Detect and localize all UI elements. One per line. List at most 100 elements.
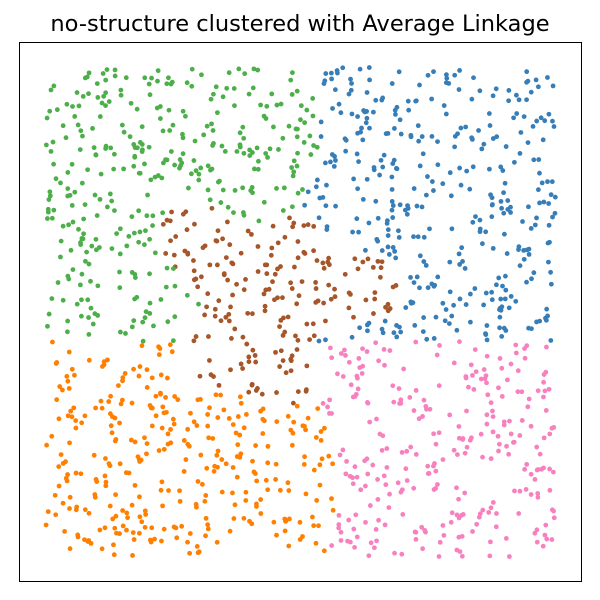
cluster-blue-point xyxy=(364,90,370,95)
cluster-green-point xyxy=(166,107,172,113)
cluster-pink-point xyxy=(504,377,510,383)
cluster-green-point xyxy=(208,167,213,173)
cluster-pink-point xyxy=(398,489,404,495)
cluster-blue-point xyxy=(508,293,514,299)
cluster-pink-point xyxy=(391,399,397,405)
cluster-green-point xyxy=(155,78,160,84)
cluster-green-point xyxy=(81,216,87,222)
cluster-orange-point xyxy=(238,400,244,406)
cluster-pink-point xyxy=(506,554,512,559)
cluster-blue-point xyxy=(425,285,431,291)
cluster-orange-point xyxy=(191,419,197,425)
cluster-pink-point xyxy=(499,365,505,371)
cluster-brown-point xyxy=(346,305,352,311)
cluster-orange-point xyxy=(106,399,112,404)
cluster-green-point xyxy=(86,70,92,76)
cluster-blue-point xyxy=(342,136,348,142)
cluster-pink-point xyxy=(517,488,523,494)
cluster-blue-point xyxy=(398,131,404,137)
cluster-brown-point xyxy=(277,324,282,330)
cluster-blue-point xyxy=(472,286,478,291)
cluster-orange-point xyxy=(314,497,320,503)
cluster-green-point xyxy=(80,94,86,99)
cluster-green-point xyxy=(267,146,273,152)
cluster-blue-point xyxy=(467,186,473,192)
cluster-pink-point xyxy=(360,346,365,352)
cluster-blue-point xyxy=(363,247,368,253)
cluster-brown-point xyxy=(169,209,174,215)
cluster-blue-point xyxy=(538,115,544,121)
cluster-blue-point xyxy=(349,111,355,117)
cluster-green-point xyxy=(193,168,199,174)
cluster-blue-point xyxy=(546,222,552,228)
cluster-pink-point xyxy=(367,419,373,425)
cluster-orange-point xyxy=(129,502,135,508)
cluster-pink-point xyxy=(490,414,496,419)
cluster-green-point xyxy=(107,191,113,197)
cluster-pink-point xyxy=(494,511,499,516)
cluster-green-point xyxy=(104,67,110,72)
cluster-blue-point xyxy=(548,192,554,198)
cluster-blue-point xyxy=(421,315,427,320)
cluster-blue-point xyxy=(477,88,483,94)
cluster-blue-point xyxy=(414,203,420,209)
cluster-pink-point xyxy=(325,404,330,410)
cluster-pink-point xyxy=(337,452,343,458)
cluster-pink-point xyxy=(399,450,405,455)
cluster-blue-point xyxy=(516,97,522,103)
cluster-brown-point xyxy=(255,244,261,249)
cluster-pink-point xyxy=(380,433,386,439)
cluster-green-point xyxy=(79,236,85,241)
cluster-blue-point xyxy=(502,180,508,186)
cluster-pink-point xyxy=(392,550,397,556)
cluster-blue-point xyxy=(499,334,505,339)
cluster-green-point xyxy=(140,338,146,344)
cluster-green-point xyxy=(155,68,161,74)
cluster-blue-point xyxy=(348,87,354,93)
cluster-brown-point xyxy=(163,251,169,256)
cluster-blue-point xyxy=(419,204,425,210)
cluster-blue-point xyxy=(516,247,521,252)
cluster-orange-point xyxy=(243,498,249,503)
cluster-blue-point xyxy=(420,151,426,157)
cluster-green-point xyxy=(180,135,186,141)
cluster-green-point xyxy=(86,261,92,267)
cluster-green-point xyxy=(204,123,210,129)
cluster-pink-point xyxy=(522,466,528,472)
cluster-pink-point xyxy=(474,521,480,527)
cluster-orange-point xyxy=(235,442,241,448)
cluster-green-point xyxy=(86,91,91,97)
cluster-blue-point xyxy=(449,226,455,232)
cluster-green-point xyxy=(172,314,178,320)
points-layer xyxy=(43,65,558,559)
cluster-blue-point xyxy=(357,66,363,72)
cluster-orange-point xyxy=(78,471,84,477)
cluster-green-point xyxy=(111,151,117,157)
cluster-orange-point xyxy=(254,478,260,484)
cluster-pink-point xyxy=(344,458,349,464)
cluster-pink-point xyxy=(358,487,364,493)
cluster-green-point xyxy=(89,243,95,249)
cluster-orange-point xyxy=(131,366,136,372)
cluster-blue-point xyxy=(514,111,520,116)
cluster-green-point xyxy=(96,245,102,250)
cluster-blue-point xyxy=(302,202,308,208)
cluster-brown-point xyxy=(311,333,317,339)
cluster-orange-point xyxy=(148,539,154,545)
cluster-blue-point xyxy=(481,141,487,147)
cluster-blue-point xyxy=(483,229,489,235)
cluster-blue-point xyxy=(489,195,495,201)
cluster-green-point xyxy=(199,72,204,78)
cluster-blue-point xyxy=(373,97,379,103)
cluster-blue-point xyxy=(423,192,429,198)
cluster-pink-point xyxy=(504,443,509,449)
cluster-pink-point xyxy=(381,473,387,479)
cluster-blue-point xyxy=(405,203,410,209)
cluster-blue-point xyxy=(447,289,453,295)
cluster-pink-point xyxy=(440,523,446,528)
cluster-green-point xyxy=(146,144,152,150)
cluster-green-point xyxy=(189,83,195,89)
cluster-brown-point xyxy=(390,284,396,290)
cluster-brown-point xyxy=(282,234,288,240)
cluster-blue-point xyxy=(528,226,534,231)
